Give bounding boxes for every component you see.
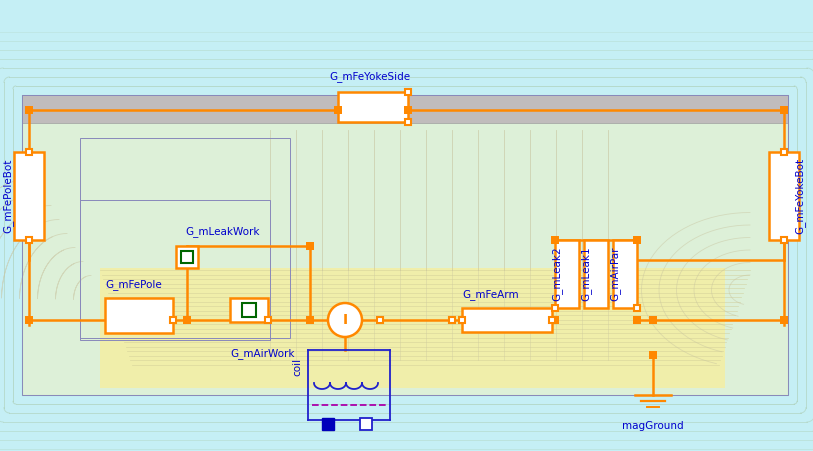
- Bar: [584, 240, 608, 308]
- Bar: [338, 92, 408, 122]
- Text: G_mAirWork: G_mAirWork: [230, 348, 294, 359]
- Bar: [242, 303, 256, 317]
- Bar: [360, 418, 372, 430]
- Text: G_mFePole: G_mFePole: [105, 279, 162, 290]
- Bar: [105, 298, 173, 333]
- Bar: [22, 95, 788, 395]
- Bar: [181, 251, 193, 263]
- Bar: [613, 240, 637, 308]
- Text: G_mFeYokeSide: G_mFeYokeSide: [329, 71, 411, 82]
- Text: G_mFeYokeBot: G_mFeYokeBot: [794, 158, 806, 234]
- Bar: [80, 138, 290, 338]
- Text: magGround: magGround: [622, 421, 684, 431]
- Text: G_mLeakWork: G_mLeakWork: [185, 226, 259, 237]
- Bar: [322, 418, 334, 430]
- Bar: [176, 246, 198, 268]
- Text: I: I: [342, 313, 348, 327]
- Text: G_mFePoleBot: G_mFePoleBot: [2, 159, 14, 233]
- Bar: [100, 268, 725, 388]
- Bar: [230, 298, 268, 322]
- Bar: [555, 240, 579, 308]
- Bar: [769, 152, 799, 240]
- Text: G_mLeak1: G_mLeak1: [580, 247, 591, 301]
- Bar: [22, 95, 788, 123]
- Bar: [80, 200, 270, 340]
- Bar: [22, 95, 788, 395]
- Text: G_mLeak2: G_mLeak2: [551, 247, 563, 301]
- Circle shape: [328, 303, 362, 337]
- Text: coil: coil: [292, 358, 302, 376]
- Bar: [14, 152, 44, 240]
- Bar: [462, 308, 552, 332]
- Text: G_mAirPar: G_mAirPar: [610, 247, 620, 301]
- Text: G_mFeArm: G_mFeArm: [462, 289, 519, 300]
